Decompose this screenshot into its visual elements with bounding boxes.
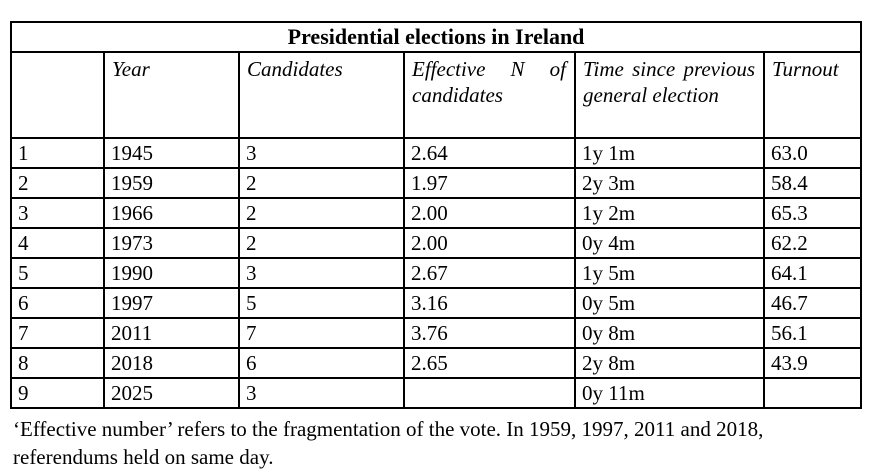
cell-index: 8 <box>10 347 105 379</box>
cell-index: 3 <box>10 197 105 229</box>
cell-index: 6 <box>10 287 105 319</box>
cell-time-since: 1y 1m <box>574 137 765 169</box>
cell-time-since: 2y 8m <box>574 347 765 379</box>
col-header-year: Year <box>103 51 240 139</box>
cell-index: 5 <box>10 257 105 289</box>
table-row: 3 1966 2 2.00 1y 2m 65.3 <box>10 197 863 229</box>
cell-candidates: 2 <box>238 227 405 259</box>
cell-candidates: 2 <box>238 197 405 229</box>
table-row: 9 2025 3 0y 11m <box>10 377 863 409</box>
table-row: 4 1973 2 2.00 0y 4m 62.2 <box>10 227 863 259</box>
title-row: Presidential elections in Ireland <box>9 21 863 53</box>
cell-time-since: 1y 5m <box>574 257 765 289</box>
cell-candidates: 3 <box>238 137 405 169</box>
cell-turnout: 63.0 <box>762 137 863 169</box>
cell-time-since: 0y 11m <box>574 377 765 409</box>
cell-index: 4 <box>10 227 105 259</box>
cell-effective-n: 2.67 <box>403 257 576 289</box>
col-header-turnout: Turnout <box>762 51 863 139</box>
cell-time-since: 0y 8m <box>574 317 765 349</box>
table-row: 5 1990 3 2.67 1y 5m 64.1 <box>10 257 863 289</box>
cell-year: 1945 <box>103 137 240 169</box>
elections-table: Presidential elections in Ireland Year C… <box>9 21 863 409</box>
cell-turnout <box>762 377 863 409</box>
cell-effective-n: 3.16 <box>403 287 576 319</box>
table-row: 7 2011 7 3.76 0y 8m 56.1 <box>10 317 863 349</box>
cell-candidates: 3 <box>238 377 405 409</box>
cell-year: 1990 <box>103 257 240 289</box>
cell-candidates: 2 <box>238 167 405 199</box>
footnote: ‘Effective number’ refers to the fragmen… <box>13 417 764 469</box>
cell-index: 1 <box>10 137 105 169</box>
cell-time-since: 0y 4m <box>574 227 765 259</box>
table-title: Presidential elections in Ireland <box>9 21 863 53</box>
cell-turnout: 46.7 <box>762 287 863 319</box>
cell-effective-n: 1.97 <box>403 167 576 199</box>
cell-index: 7 <box>10 317 105 349</box>
cell-year: 1966 <box>103 197 240 229</box>
col-header-time-since: Time since previous general election <box>574 51 765 139</box>
cell-turnout: 56.1 <box>762 317 863 349</box>
cell-effective-n: 2.65 <box>403 347 576 379</box>
cell-turnout: 58.4 <box>762 167 863 199</box>
table-row: 8 2018 6 2.65 2y 8m 43.9 <box>10 347 863 379</box>
cell-year: 1959 <box>103 167 240 199</box>
cell-turnout: 65.3 <box>762 197 863 229</box>
cell-year: 2011 <box>103 317 240 349</box>
cell-index: 9 <box>10 377 105 409</box>
cell-turnout: 62.2 <box>762 227 863 259</box>
cell-candidates: 5 <box>238 287 405 319</box>
table-row: 6 1997 5 3.16 0y 5m 46.7 <box>10 287 863 319</box>
cell-effective-n: 2.00 <box>403 227 576 259</box>
cell-time-since: 1y 2m <box>574 197 765 229</box>
cell-year: 2025 <box>103 377 240 409</box>
table-row: 2 1959 2 1.97 2y 3m 58.4 <box>10 167 863 199</box>
cell-candidates: 7 <box>238 317 405 349</box>
cell-effective-n <box>403 377 576 409</box>
cell-candidates: 6 <box>238 347 405 379</box>
cell-index: 2 <box>10 167 105 199</box>
cell-effective-n: 2.64 <box>403 137 576 169</box>
cell-effective-n: 2.00 <box>403 197 576 229</box>
col-header-candidates: Candidates <box>238 51 405 139</box>
col-header-index <box>10 51 105 139</box>
cell-time-since: 0y 5m <box>574 287 765 319</box>
cell-turnout: 43.9 <box>762 347 863 379</box>
cell-candidates: 3 <box>238 257 405 289</box>
header-row: Year Candidates Effective N of candidate… <box>10 51 863 139</box>
cell-year: 2018 <box>103 347 240 379</box>
cell-year: 1973 <box>103 227 240 259</box>
col-header-effective-n: Effective N of candidates <box>403 51 576 139</box>
table-row: 1 1945 3 2.64 1y 1m 63.0 <box>10 137 863 169</box>
cell-effective-n: 3.76 <box>403 317 576 349</box>
cell-time-since: 2y 3m <box>574 167 765 199</box>
cell-year: 1997 <box>103 287 240 319</box>
cell-turnout: 64.1 <box>762 257 863 289</box>
